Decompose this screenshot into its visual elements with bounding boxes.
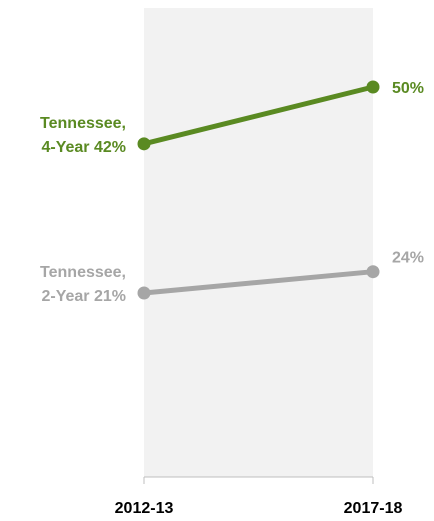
x-tick-label-1: 2017-18 (344, 500, 403, 517)
series-1-point-1 (366, 265, 380, 279)
series-1-name-line1: Tennessee, (40, 264, 126, 281)
series-0-name-line2: 4-Year 42% (41, 139, 126, 156)
x-tick-label-0: 2012-13 (115, 500, 174, 517)
series-layer: Tennessee, 4-Year 42% 50% Tennessee, 2-Year … (40, 80, 424, 305)
series-1-end-label: 24% (392, 250, 424, 267)
series-0-start-label: Tennessee, 4-Year 42% (40, 115, 126, 156)
series-0-point-1 (366, 80, 380, 94)
series-line-0 (141, 84, 376, 147)
series-0-name-line1: Tennessee, (40, 115, 126, 132)
series-line-1 (141, 269, 376, 296)
series-1-name-line2: 2-Year 21% (41, 288, 126, 305)
plot-background-band (144, 8, 373, 477)
series-1-start-label: Tennessee, 2-Year 21% (40, 264, 126, 305)
series-0-end-label: 50% (392, 80, 424, 97)
series-1-point-0 (137, 286, 151, 300)
series-0-point-0 (137, 137, 151, 151)
